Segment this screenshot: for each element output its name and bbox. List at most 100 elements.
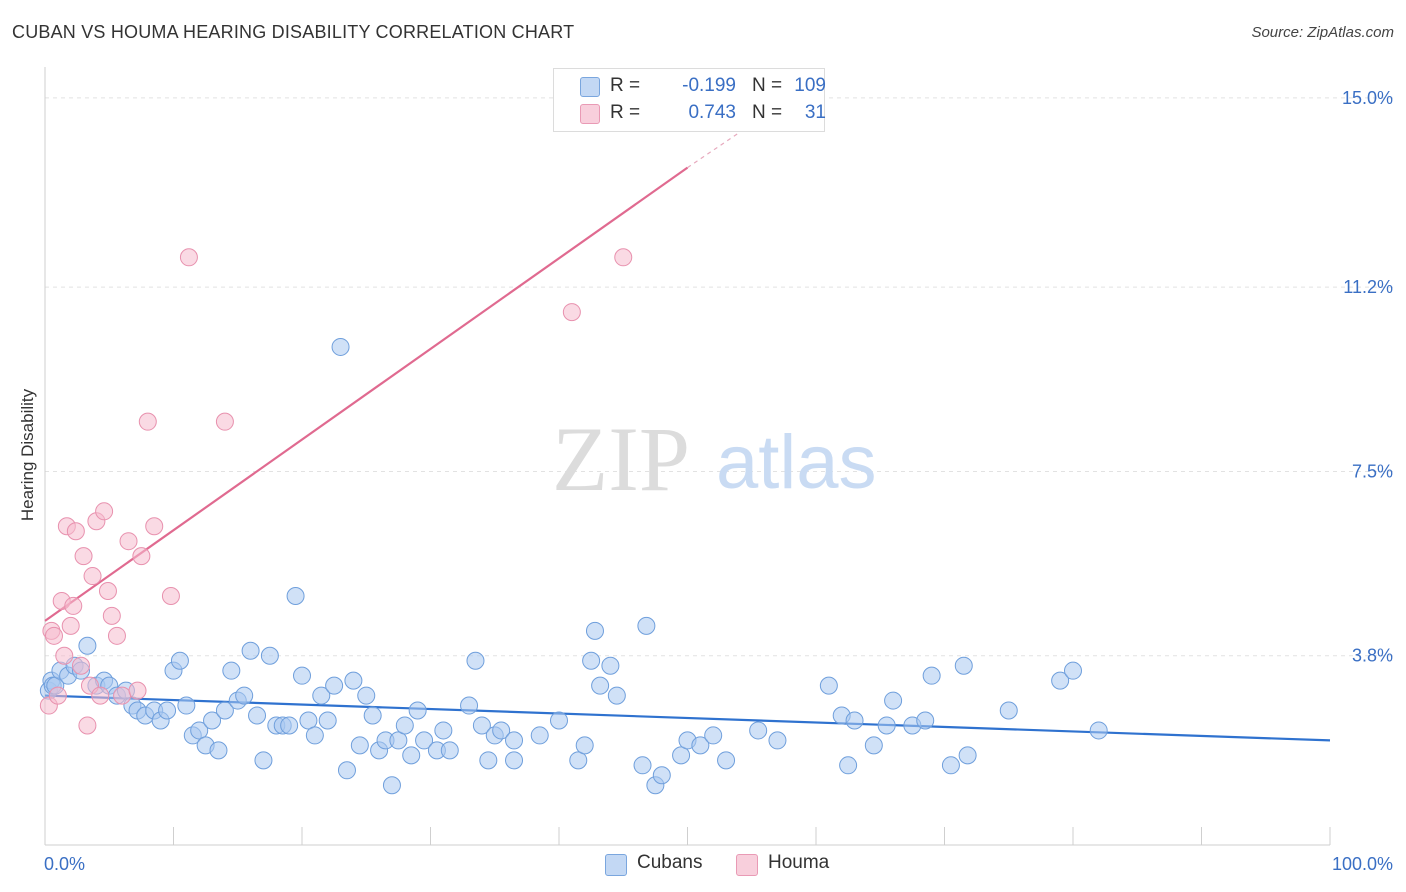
axes bbox=[44, 67, 1331, 846]
data-point-houma bbox=[107, 626, 126, 645]
data-point-cubans bbox=[884, 691, 903, 710]
data-point-cubans bbox=[922, 666, 941, 685]
data-point-cubans bbox=[305, 726, 324, 745]
legend-label-cubans: Cubans bbox=[637, 852, 703, 873]
data-point-houma bbox=[74, 547, 93, 566]
legend-r-value: -0.199 bbox=[682, 75, 736, 96]
data-point-cubans bbox=[460, 696, 479, 715]
watermark: ZIP atlas bbox=[552, 408, 877, 510]
trend-line-cubans bbox=[44, 694, 1331, 742]
data-point-cubans bbox=[344, 671, 363, 690]
data-point-cubans bbox=[505, 731, 524, 750]
data-point-houma bbox=[71, 656, 90, 675]
data-point-cubans bbox=[472, 716, 491, 735]
data-point-cubans bbox=[633, 756, 652, 775]
data-point-houma bbox=[83, 567, 102, 586]
data-point-cubans bbox=[337, 761, 356, 780]
legend-n-label: N = bbox=[752, 75, 788, 96]
data-point-cubans bbox=[382, 776, 401, 795]
data-point-cubans bbox=[254, 751, 273, 770]
data-point-cubans bbox=[691, 736, 710, 755]
y-axis-label: Hearing Disability bbox=[18, 388, 37, 521]
data-point-cubans bbox=[845, 711, 864, 730]
legend-r-label: R = bbox=[610, 102, 646, 123]
data-point-cubans bbox=[203, 711, 222, 730]
data-point-cubans bbox=[177, 696, 196, 715]
data-point-houma bbox=[98, 581, 117, 600]
data-point-cubans bbox=[1064, 661, 1082, 680]
data-point-cubans bbox=[158, 701, 177, 720]
trend-line-houma-extension bbox=[687, 132, 740, 169]
legend-n-value: 109 bbox=[794, 75, 826, 96]
data-point-cubans bbox=[839, 756, 858, 775]
data-point-houma bbox=[64, 596, 83, 615]
data-point-cubans bbox=[363, 706, 382, 725]
data-point-cubans bbox=[1051, 671, 1070, 690]
tick-labels: 3.8% 7.5% 11.2% 15.0% 0.0% 100.0% bbox=[44, 88, 1393, 874]
data-point-cubans bbox=[672, 746, 691, 765]
y-tick-label: 11.2% bbox=[1343, 277, 1393, 297]
data-point-houma bbox=[66, 522, 85, 541]
data-point-cubans bbox=[582, 651, 601, 670]
data-point-cubans bbox=[190, 721, 209, 740]
x-tick-label-max: 100.0% bbox=[1332, 854, 1393, 874]
data-point-cubans bbox=[395, 716, 414, 735]
data-point-cubans bbox=[1089, 721, 1108, 740]
data-point-cubans bbox=[280, 716, 299, 735]
data-point-houma bbox=[78, 716, 97, 735]
data-point-cubans bbox=[916, 711, 935, 730]
data-point-cubans bbox=[299, 711, 318, 730]
data-point-houma bbox=[138, 412, 157, 431]
data-point-cubans bbox=[415, 731, 434, 750]
legend-swatch-cubans bbox=[605, 854, 627, 876]
legend-swatch-houma bbox=[580, 104, 600, 124]
data-point-cubans bbox=[389, 731, 408, 750]
data-point-cubans bbox=[749, 721, 768, 740]
data-point-cubans bbox=[260, 646, 279, 665]
data-point-cubans bbox=[505, 751, 524, 770]
legend-r-value: 0.743 bbox=[688, 102, 736, 123]
data-point-cubans bbox=[350, 736, 369, 755]
data-point-cubans bbox=[819, 676, 838, 695]
data-point-houma bbox=[44, 626, 63, 645]
data-point-houma bbox=[91, 686, 110, 705]
y-tick-label: 3.8% bbox=[1352, 646, 1393, 666]
data-point-houma bbox=[95, 502, 114, 521]
data-point-houma bbox=[55, 646, 74, 665]
data-point-cubans bbox=[215, 701, 234, 720]
watermark-zip: ZIP bbox=[552, 408, 690, 510]
data-point-cubans bbox=[293, 666, 311, 685]
data-point-cubans bbox=[235, 686, 254, 705]
data-point-houma bbox=[179, 248, 198, 267]
data-point-cubans bbox=[318, 711, 337, 730]
data-point-houma bbox=[132, 547, 151, 566]
data-point-cubans bbox=[768, 731, 787, 750]
data-point-cubans bbox=[402, 746, 421, 765]
data-point-cubans bbox=[209, 741, 228, 760]
y-tick-label: 7.5% bbox=[1352, 461, 1393, 481]
data-point-houma bbox=[102, 606, 121, 625]
data-point-houma bbox=[161, 586, 180, 605]
data-point-cubans bbox=[222, 661, 241, 680]
data-point-cubans bbox=[312, 686, 331, 705]
data-point-cubans bbox=[434, 721, 453, 740]
data-point-cubans bbox=[331, 337, 350, 356]
data-point-houma bbox=[215, 412, 234, 431]
legend-r-label: R = bbox=[610, 75, 646, 96]
legend-swatch-cubans bbox=[580, 77, 600, 97]
legend-label-houma: Houma bbox=[768, 852, 830, 873]
data-point-cubans bbox=[864, 736, 883, 755]
legend-n-label: N = bbox=[752, 102, 788, 123]
data-point-cubans bbox=[408, 701, 427, 720]
data-point-cubans bbox=[170, 651, 189, 670]
data-point-cubans bbox=[569, 751, 588, 770]
data-point-cubans bbox=[652, 766, 671, 785]
x-tick-label-min: 0.0% bbox=[44, 854, 85, 874]
data-point-cubans bbox=[575, 736, 594, 755]
watermark-atlas: atlas bbox=[716, 420, 877, 505]
data-point-houma bbox=[113, 686, 132, 705]
data-point-houma bbox=[562, 303, 581, 322]
data-point-cubans bbox=[325, 676, 344, 695]
data-point-cubans bbox=[550, 711, 568, 730]
